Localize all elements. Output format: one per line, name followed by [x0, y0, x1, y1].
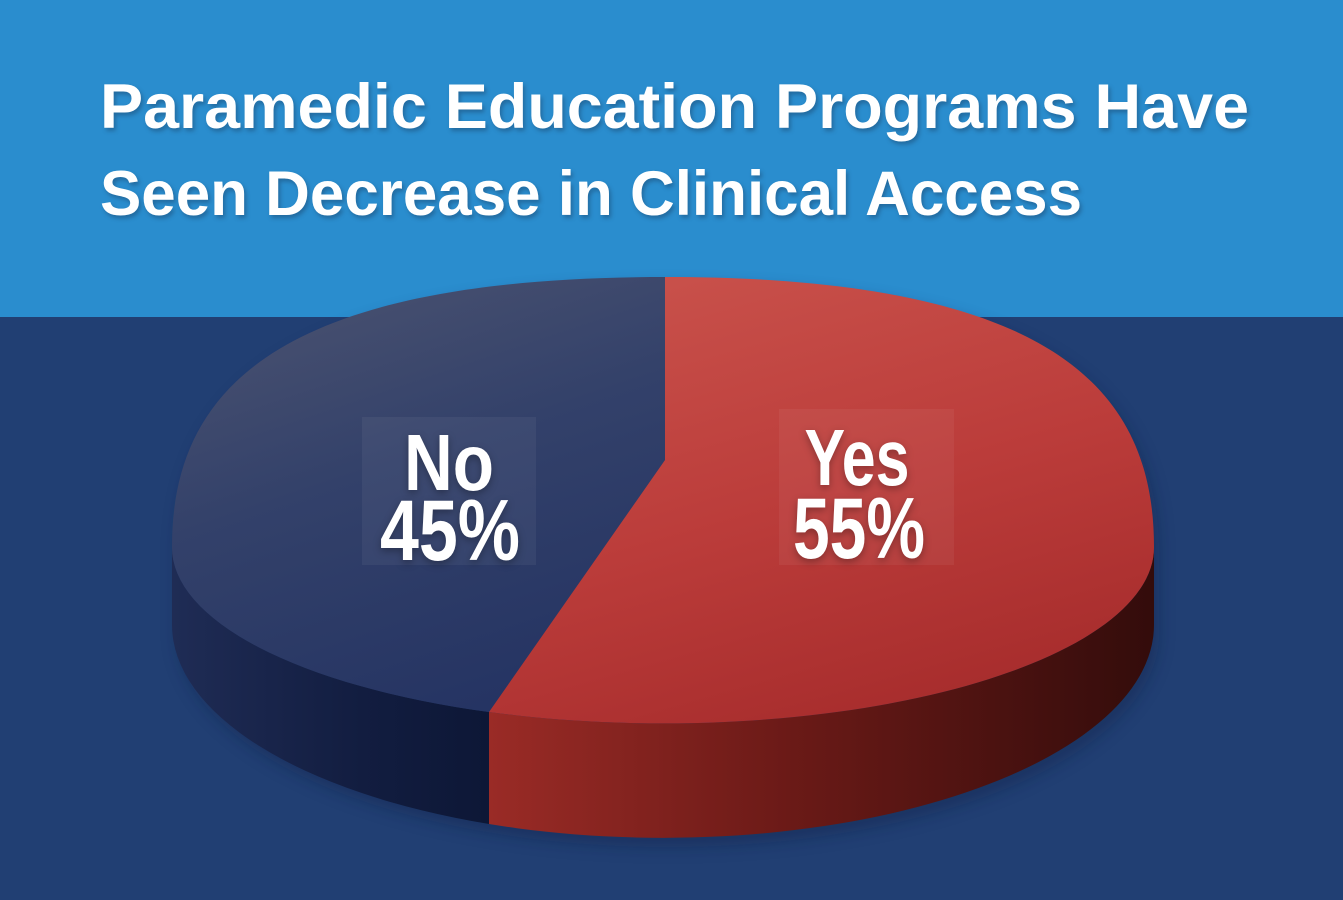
chart-title-line-2: Seen Decrease in Clinical Access [100, 159, 1082, 229]
no-slice-percentage: 45% [380, 483, 520, 579]
pie-slice-yes-side [489, 547, 1155, 838]
pie-slice-yes-top [489, 277, 1155, 724]
no-slice-label: No [404, 418, 494, 507]
pie-slice-no-top [171, 277, 665, 712]
chart-title-line-1: Paramedic Education Programs Have [100, 72, 1249, 142]
pie-slice-no-side [171, 547, 489, 824]
yes-label-plate [779, 409, 954, 565]
yes-slice-label: Yes [805, 413, 910, 502]
yes-slice-percentage: 55% [793, 481, 925, 577]
background-upper-band [0, 0, 1343, 317]
no-label-plate [362, 417, 536, 565]
